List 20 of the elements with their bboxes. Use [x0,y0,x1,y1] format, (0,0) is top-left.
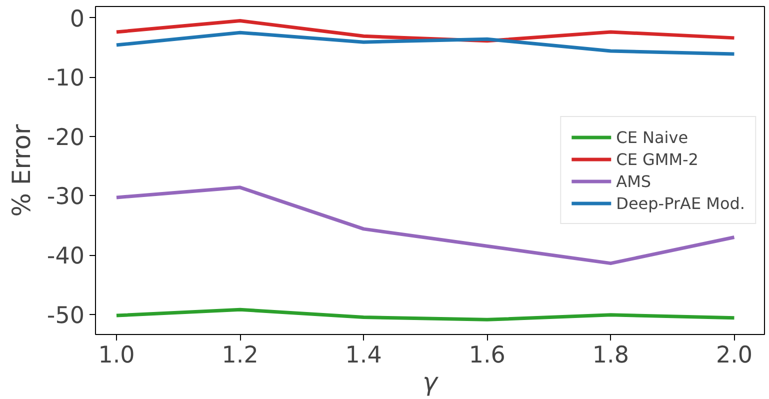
x-tick-label: 2.0 [716,342,753,368]
line-series [114,308,736,322]
y-tick-label: -40 [46,244,85,270]
legend-label: CE Naive [616,128,688,146]
x-tick-label: 1.6 [468,342,506,368]
y-tick-label: -50 [46,302,85,329]
y-tick-label: -30 [46,184,85,210]
x-tick-label: 1.8 [592,342,629,368]
line-series [114,30,736,56]
y-tick-label: -10 [46,66,85,92]
y-tick-label: 0 [70,6,85,32]
x-tick-label: 1.0 [98,342,135,368]
legend-label: CE GMM-2 [616,150,698,168]
x-tick-label: 1.4 [345,342,382,368]
legend-label: AMS [616,172,652,190]
x-axis-title: γ [422,368,439,396]
y-axis-title: % Error [6,123,36,217]
y-tick-label: -20 [46,124,85,151]
x-tick-label: 1.2 [222,342,258,368]
legend-label: Deep-PrAE Mod. [616,194,745,212]
